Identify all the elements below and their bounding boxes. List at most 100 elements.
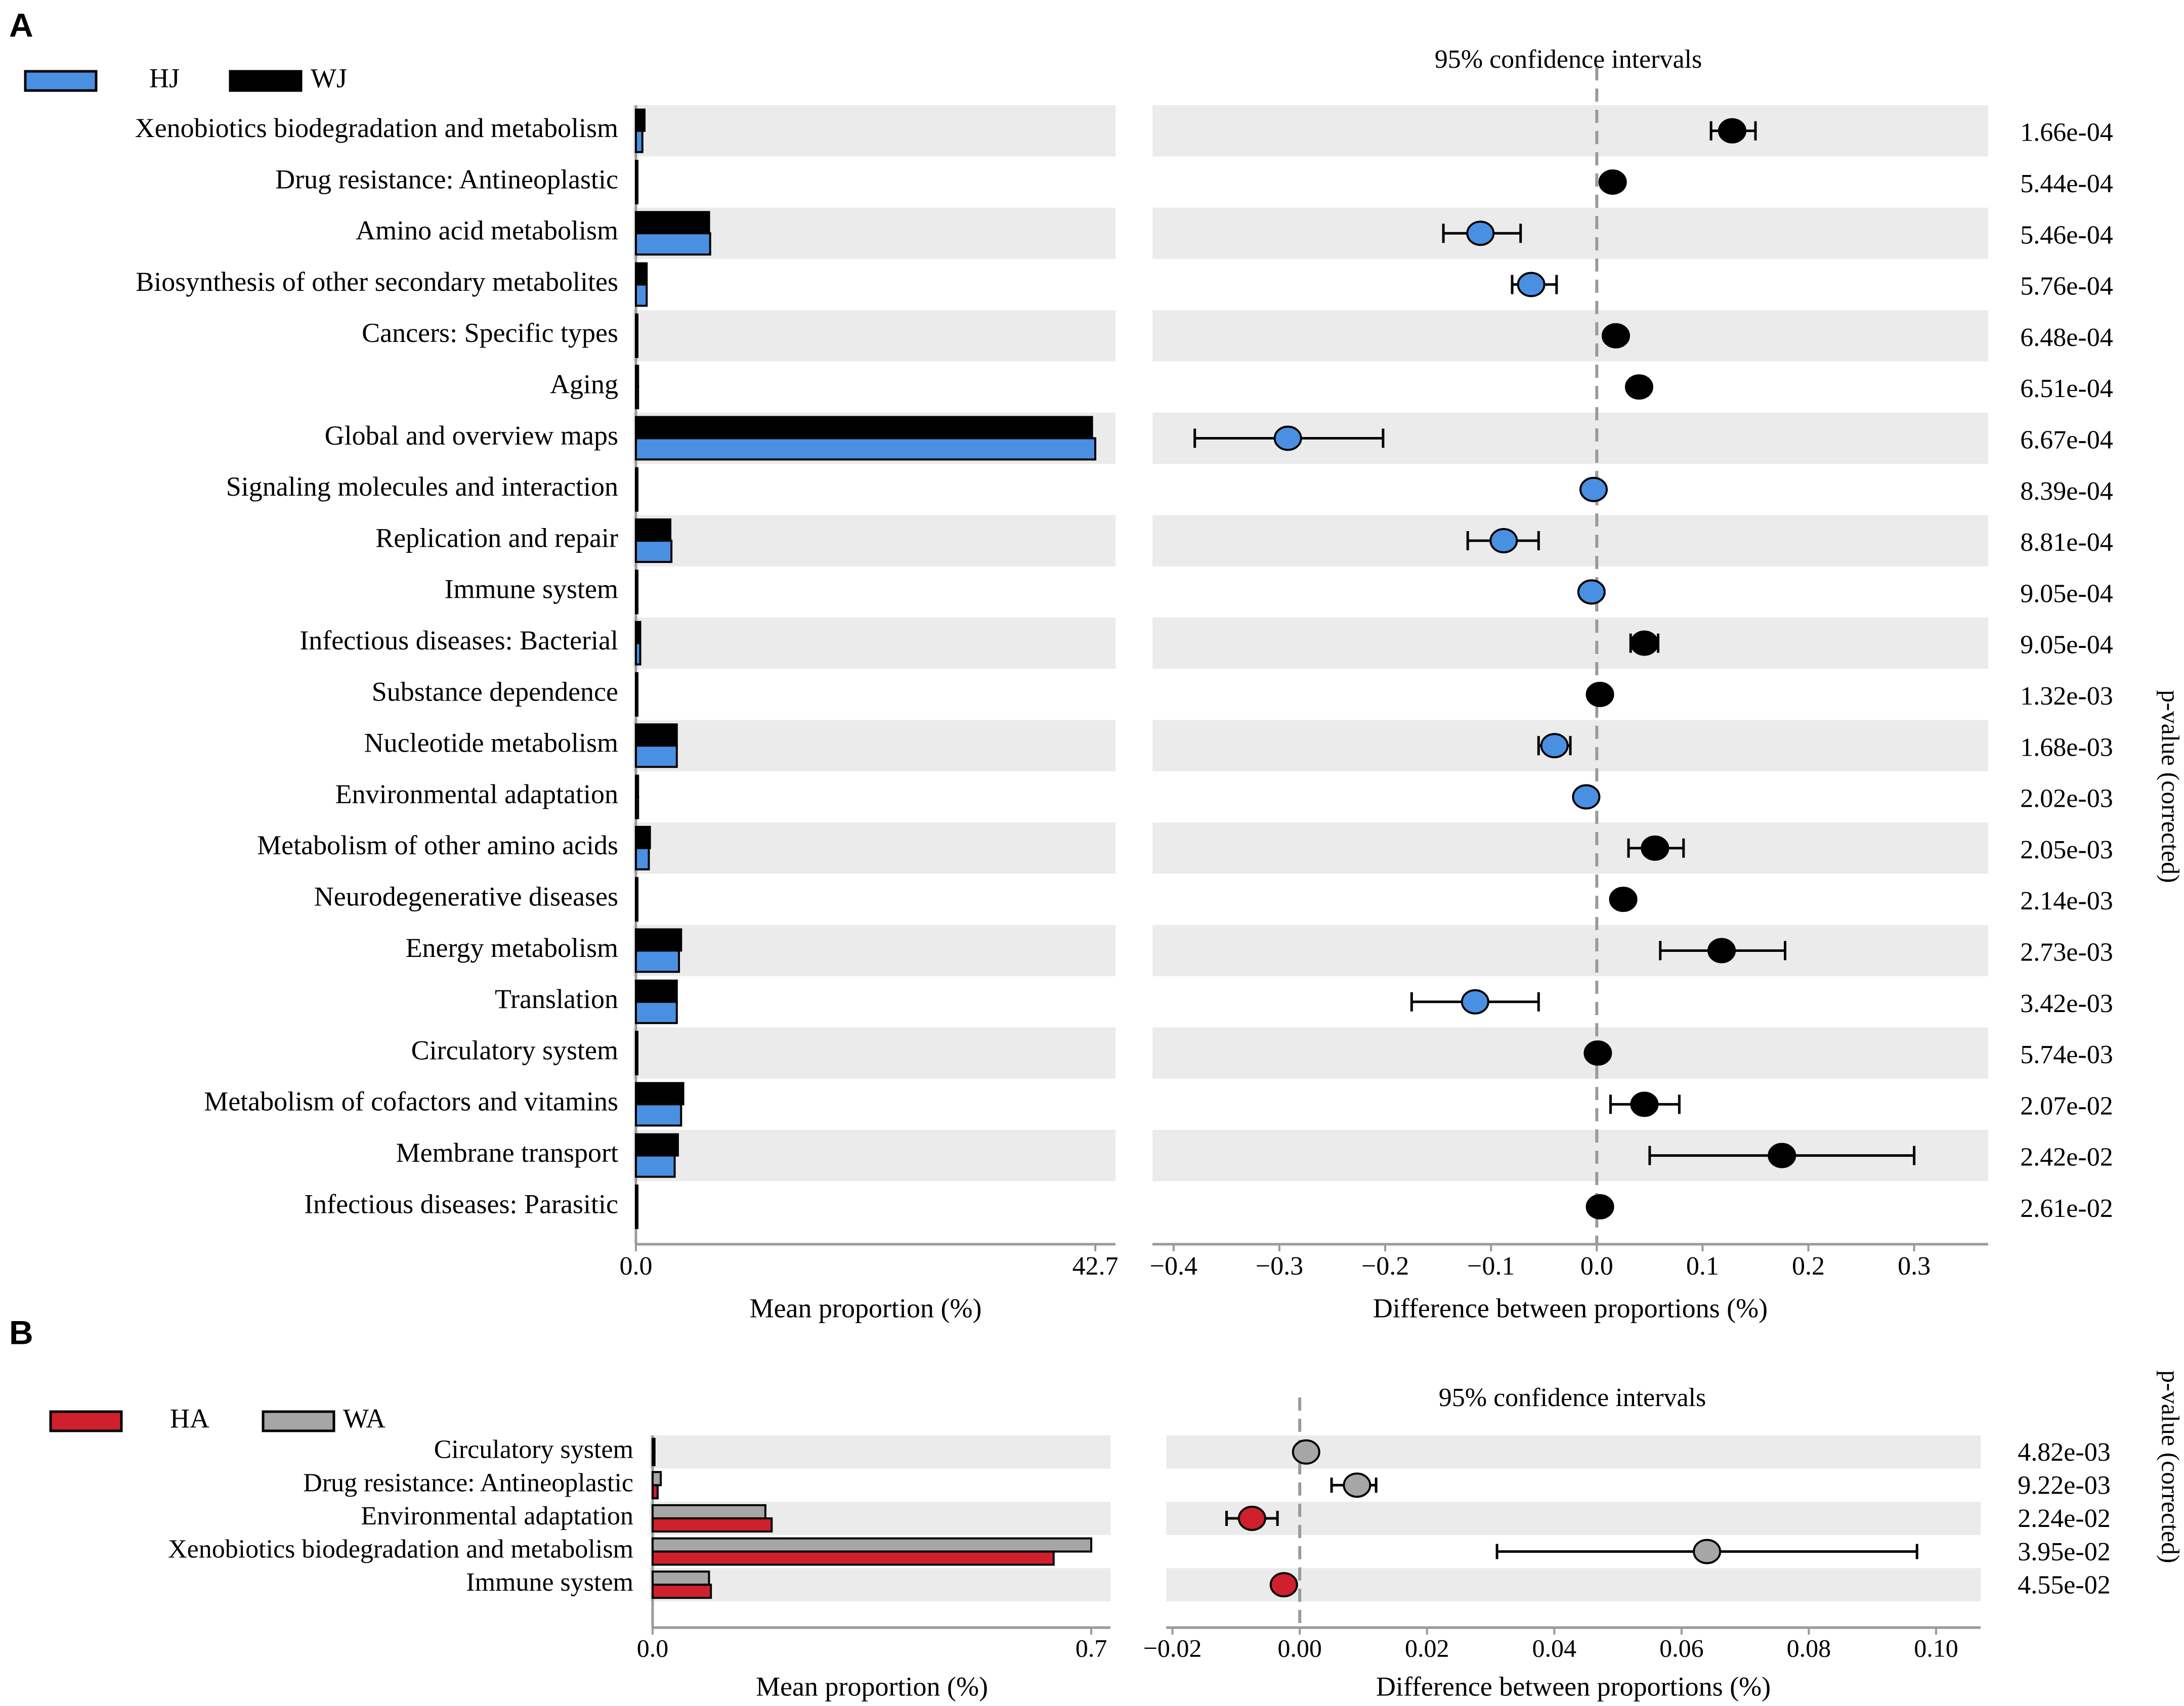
bar-hj (635, 334, 638, 358)
row-label: Metabolism of other amino acids (257, 830, 618, 860)
bar-hj (635, 642, 641, 666)
p-value: 6.48e-04 (2020, 323, 2113, 352)
diff-point (1517, 272, 1546, 297)
legend-label: HA (170, 1403, 209, 1433)
row-band-left (633, 1027, 1116, 1079)
bar-hj (635, 386, 639, 410)
row-band-right (1166, 1502, 1981, 1535)
panel-label: A (9, 6, 33, 43)
diff-tick-label: 0.2 (1792, 1252, 1825, 1281)
diff-tick-label: 0.08 (1787, 1634, 1831, 1662)
row-label: Environmental adaptation (361, 1502, 633, 1530)
ci-title: 95% confidence intervals (1435, 45, 1702, 74)
row-label: Energy metabolism (406, 933, 618, 963)
diff-tick-label: 0.0 (1580, 1252, 1613, 1281)
bar-wa (652, 1570, 710, 1586)
p-value: 1.32e-03 (2020, 682, 2113, 711)
bar-hj (635, 796, 639, 819)
bar-wj (635, 108, 646, 132)
diff-point (1466, 221, 1495, 246)
p-value: 9.05e-04 (2020, 631, 2113, 660)
bar-wj (635, 621, 641, 644)
row-label: Replication and repair (375, 522, 618, 553)
diff-point (1630, 1091, 1659, 1117)
diff-point (1540, 733, 1569, 759)
row-band-right (1152, 618, 1988, 669)
bar-x-label: Mean proportion (%) (750, 1293, 982, 1323)
diff-point (1630, 630, 1659, 656)
row-band-right (1152, 310, 1988, 362)
bar-wa (652, 1437, 656, 1453)
row-label: Xenobiotics biodegradation and metabolis… (168, 1535, 633, 1564)
diff-tick-label: −0.1 (1467, 1252, 1515, 1281)
legend-label: WJ (311, 63, 347, 93)
diff-point (1586, 1194, 1614, 1219)
p-value: 3.95e-02 (2018, 1538, 2110, 1566)
row-band-right (1152, 1027, 1988, 1079)
diff-point (1579, 476, 1608, 502)
p-value: 2.61e-02 (2020, 1194, 2113, 1223)
diff-tick-label: 0.04 (1532, 1634, 1577, 1662)
diff-tick-label: −0.2 (1361, 1252, 1409, 1281)
row-band-left (633, 515, 1116, 566)
row-label: Infectious diseases: Parasitic (304, 1189, 618, 1219)
p-value: 2.02e-03 (2020, 784, 2113, 813)
row-band-left (633, 310, 1116, 362)
p-value: 4.82e-03 (2018, 1438, 2110, 1467)
bar-wj (635, 672, 638, 695)
bar-hj (635, 693, 638, 717)
diff-tick-label: 0.3 (1898, 1252, 1931, 1281)
bar-wj (635, 365, 639, 388)
diff-tick-label: −0.3 (1256, 1252, 1303, 1281)
row-label: Global and overview maps (325, 420, 618, 451)
bar-hj (635, 591, 638, 615)
bar-wj (635, 313, 638, 337)
row-band-left (633, 1130, 1116, 1182)
legend-swatch (24, 70, 98, 92)
bar-wj (635, 467, 638, 491)
bar-hj (635, 1103, 682, 1127)
p-value: 5.76e-04 (2020, 272, 2113, 301)
row-band-left (633, 207, 1116, 259)
row-band-right (1152, 925, 1988, 977)
p-value: 2.05e-03 (2020, 836, 2113, 864)
diff-point (1489, 528, 1518, 554)
bar-wj (635, 774, 639, 798)
diff-point (1461, 989, 1489, 1015)
p-value: 6.51e-04 (2020, 374, 2113, 403)
p-value: 8.39e-04 (2020, 477, 2113, 506)
diff-point (1707, 938, 1736, 964)
bar-wj (635, 211, 710, 235)
row-band-left (633, 618, 1116, 669)
row-label: Biosynthesis of other secondary metaboli… (136, 267, 618, 297)
panel-label: B (9, 1314, 33, 1351)
row-band-right (1152, 207, 1988, 259)
bar-hj (635, 540, 673, 563)
row-band-right (1152, 105, 1988, 157)
bar-wj (635, 877, 638, 901)
row-label: Immune system (445, 574, 618, 604)
bar-hj (635, 437, 1096, 461)
diff-point (1768, 1143, 1796, 1168)
row-label: Membrane transport (396, 1138, 618, 1168)
diff-tick-label: 0.00 (1277, 1634, 1322, 1662)
bar-hj (635, 129, 644, 153)
bar-hj (635, 283, 648, 307)
p-value: 2.24e-02 (2018, 1504, 2110, 1533)
row-label: Cancers: Specific types (362, 318, 618, 348)
p-value: 2.07e-02 (2020, 1091, 2113, 1120)
bar-wj (635, 159, 638, 183)
bar-hj (635, 488, 638, 512)
diff-point (1292, 1439, 1320, 1465)
p-value: 4.55e-02 (2018, 1570, 2110, 1599)
p-value: 6.67e-04 (2020, 425, 2113, 454)
diff-point (1598, 169, 1627, 195)
bar-tick-label: 0.0 (637, 1634, 669, 1662)
p-value: 8.81e-04 (2020, 528, 2113, 557)
bar-ha (652, 1484, 659, 1500)
p-value: 3.42e-03 (2020, 989, 2113, 1018)
row-label: Translation (495, 984, 618, 1014)
ci-title: 95% confidence intervals (1439, 1383, 1706, 1412)
diff-x-label: Difference between proportions (%) (1376, 1671, 1771, 1701)
